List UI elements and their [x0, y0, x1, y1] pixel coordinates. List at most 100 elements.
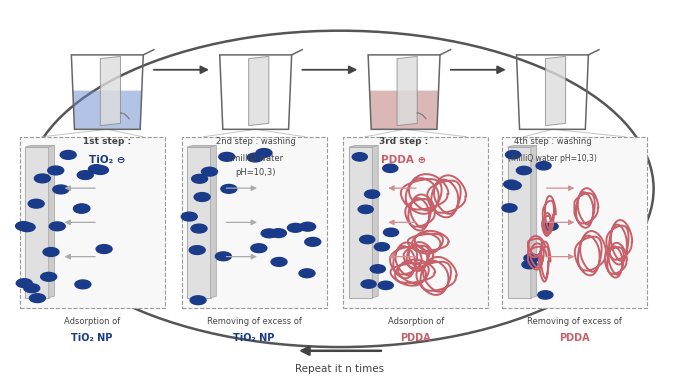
Circle shape [189, 246, 205, 254]
Circle shape [73, 204, 90, 213]
Circle shape [305, 238, 321, 246]
Polygon shape [531, 146, 537, 298]
Circle shape [49, 222, 65, 231]
Polygon shape [101, 56, 120, 125]
Text: 2nd step : washing: 2nd step : washing [216, 137, 296, 146]
Circle shape [256, 149, 272, 157]
Circle shape [506, 182, 521, 190]
Circle shape [194, 193, 210, 201]
Circle shape [261, 229, 277, 238]
Circle shape [43, 247, 59, 257]
Text: pH=10,3): pH=10,3) [235, 168, 276, 177]
Circle shape [28, 199, 44, 208]
Circle shape [16, 279, 32, 288]
Text: PDDA: PDDA [559, 333, 590, 343]
Polygon shape [373, 146, 378, 298]
Circle shape [299, 269, 315, 278]
Circle shape [505, 150, 521, 159]
Circle shape [192, 174, 207, 183]
FancyBboxPatch shape [25, 147, 49, 298]
Polygon shape [397, 56, 418, 125]
Circle shape [383, 164, 398, 172]
Text: 1st step :: 1st step : [83, 137, 131, 146]
Circle shape [538, 291, 553, 299]
Circle shape [360, 235, 375, 244]
Circle shape [53, 185, 69, 194]
Circle shape [24, 284, 39, 293]
Circle shape [219, 152, 235, 161]
Circle shape [16, 222, 31, 230]
FancyBboxPatch shape [502, 137, 647, 308]
Text: Removing of excess of: Removing of excess of [207, 317, 301, 326]
FancyBboxPatch shape [20, 137, 165, 308]
Text: Removing of excess of: Removing of excess of [527, 317, 622, 326]
Circle shape [524, 254, 539, 262]
Circle shape [48, 166, 64, 175]
Circle shape [201, 167, 218, 176]
Text: Adsorption of: Adsorption of [64, 317, 120, 326]
FancyBboxPatch shape [508, 147, 531, 298]
FancyBboxPatch shape [343, 137, 488, 308]
Circle shape [190, 296, 206, 305]
Circle shape [361, 280, 376, 288]
Circle shape [74, 204, 90, 213]
Circle shape [75, 280, 91, 289]
FancyBboxPatch shape [349, 147, 373, 298]
Circle shape [288, 223, 303, 232]
Text: Adsorption of: Adsorption of [388, 317, 444, 326]
Polygon shape [370, 91, 439, 129]
Text: TiO₂ ⊖: TiO₂ ⊖ [89, 155, 126, 165]
Circle shape [251, 244, 267, 252]
Circle shape [35, 174, 50, 183]
Circle shape [248, 153, 263, 162]
Polygon shape [73, 91, 141, 129]
Circle shape [504, 180, 519, 188]
Circle shape [41, 273, 56, 281]
Polygon shape [211, 146, 216, 298]
Text: 4th step : washing: 4th step : washing [513, 137, 592, 146]
FancyBboxPatch shape [187, 147, 211, 298]
Circle shape [29, 294, 46, 302]
Circle shape [78, 171, 93, 179]
Polygon shape [349, 146, 378, 147]
Circle shape [516, 166, 532, 175]
Polygon shape [49, 146, 54, 298]
Circle shape [384, 228, 398, 236]
Polygon shape [25, 146, 54, 147]
Text: (milliQ water pH=10,3): (milliQ water pH=10,3) [508, 153, 597, 163]
Circle shape [300, 222, 316, 231]
Circle shape [364, 190, 379, 198]
FancyBboxPatch shape [182, 137, 326, 308]
Polygon shape [187, 146, 216, 147]
Circle shape [19, 223, 35, 232]
Circle shape [61, 150, 76, 159]
Circle shape [371, 265, 386, 273]
Polygon shape [249, 56, 269, 125]
Circle shape [543, 222, 558, 230]
Text: PDDA: PDDA [401, 333, 431, 343]
Text: (milliQ water: (milliQ water [228, 153, 283, 163]
Circle shape [536, 161, 551, 170]
Circle shape [191, 224, 207, 233]
Circle shape [92, 166, 108, 174]
Text: TiO₂ NP: TiO₂ NP [71, 333, 113, 343]
Circle shape [182, 212, 197, 221]
Text: Repeat it n times: Repeat it n times [295, 364, 385, 374]
Circle shape [378, 281, 393, 290]
Polygon shape [545, 56, 566, 125]
Circle shape [352, 153, 367, 161]
Circle shape [502, 204, 517, 212]
Circle shape [271, 257, 287, 266]
Text: PDDA ⊕: PDDA ⊕ [381, 155, 426, 165]
Text: TiO₂ NP: TiO₂ NP [233, 333, 275, 343]
Circle shape [96, 244, 112, 254]
Polygon shape [508, 146, 537, 147]
Circle shape [375, 243, 390, 251]
Circle shape [522, 260, 537, 269]
Circle shape [216, 252, 231, 261]
Circle shape [221, 185, 237, 193]
Circle shape [88, 164, 105, 174]
Circle shape [271, 229, 286, 238]
Circle shape [358, 205, 373, 213]
Text: 3rd step :: 3rd step : [379, 137, 428, 146]
